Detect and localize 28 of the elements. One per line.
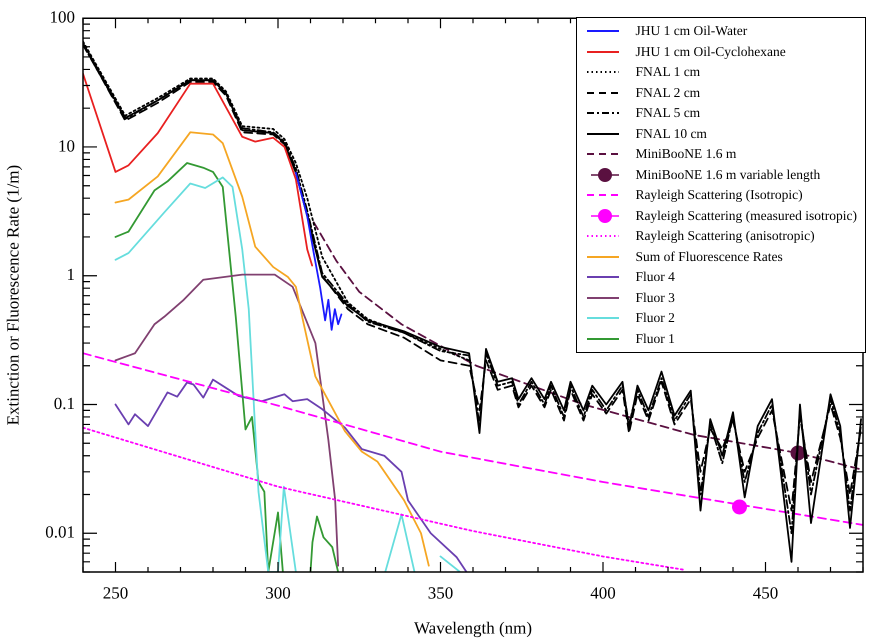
legend-label: Fluor 2 <box>635 310 675 326</box>
legend-label: FNAL 10 cm <box>635 126 707 142</box>
y-tick-label: 0.01 <box>45 522 75 542</box>
y-tick-label: 1 <box>66 265 75 284</box>
legend-label: Sum of Fluorescence Rates <box>635 248 783 265</box>
legend-label: Rayleigh Scattering (measured isotropic) <box>635 208 857 224</box>
legend-label: MiniBooNE 1.6 m <box>635 146 736 162</box>
y-tick-label: 0.1 <box>54 394 75 413</box>
legend-label: Fluor 4 <box>635 269 675 286</box>
legend-label: FNAL 2 cm <box>635 84 700 101</box>
x-tick-label: 400 <box>590 584 616 603</box>
y-axis-title: Extinction or Fluorescence Rate (1/m) <box>4 164 23 426</box>
legend-label: JHU 1 cm Oil-Cyclohexane <box>635 44 786 60</box>
x-axis-title: Wavelength (nm) <box>414 618 532 638</box>
y-tick-label: 10 <box>58 136 75 156</box>
x-tick-label: 450 <box>752 584 778 603</box>
x-tick-label: 350 <box>428 584 454 603</box>
legend-label: JHU 1 cm Oil-Water <box>635 23 748 40</box>
legend-label: Fluor 3 <box>635 290 675 306</box>
legend-label: Rayleigh Scattering (Isotropic) <box>635 187 803 204</box>
legend-label: Rayleigh Scattering (anisotropic) <box>635 228 815 244</box>
legend-label: Fluor 1 <box>635 330 675 347</box>
x-tick-label: 300 <box>265 584 291 603</box>
legend-label: FNAL 5 cm <box>635 105 700 122</box>
y-tick-label: 100 <box>50 8 75 27</box>
legend-label: MiniBooNE 1.6 m variable length <box>635 166 820 183</box>
x-tick-label: 250 <box>102 584 128 603</box>
legend-label: FNAL 1 cm <box>635 64 700 80</box>
